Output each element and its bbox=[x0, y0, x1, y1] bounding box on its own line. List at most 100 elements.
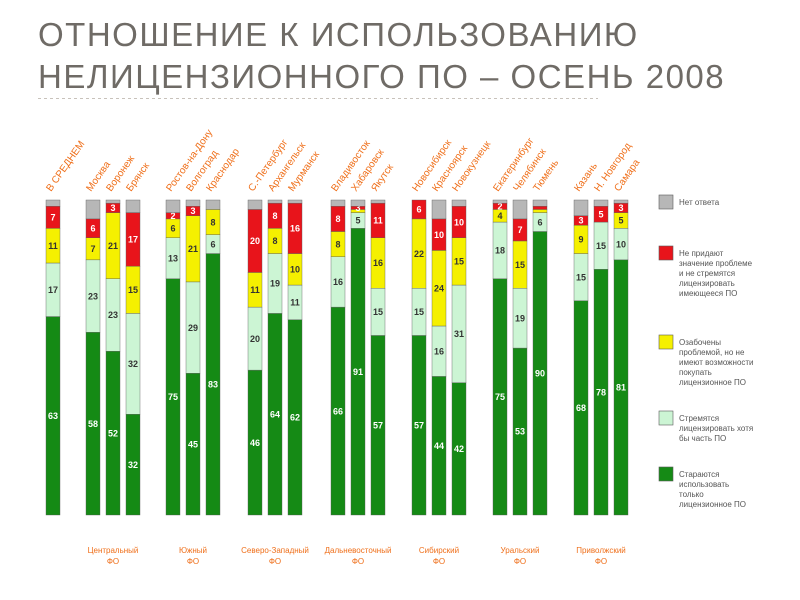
group-label: ФО bbox=[269, 557, 281, 566]
legend-label: Стремятся bbox=[679, 414, 719, 423]
bar-segment bbox=[165, 199, 181, 213]
bar-value-label: 8 bbox=[210, 217, 215, 227]
bar-segment bbox=[532, 206, 548, 210]
bar-value-label: 7 bbox=[50, 213, 55, 223]
bar-value-label: 8 bbox=[272, 211, 277, 221]
bar-segment bbox=[492, 199, 508, 204]
bar-segment bbox=[287, 199, 303, 204]
bar-value-label: 62 bbox=[290, 413, 300, 423]
legend-label: использовать bbox=[679, 480, 729, 489]
bar-segment bbox=[370, 199, 386, 204]
bar-value-label: 11 bbox=[48, 241, 58, 251]
bar-value-label: 68 bbox=[576, 403, 586, 413]
bar-value-label: 44 bbox=[434, 441, 444, 451]
group-label: ФО bbox=[514, 557, 526, 566]
bar-value-label: 58 bbox=[88, 419, 98, 429]
bar-value-label: 46 bbox=[250, 438, 260, 448]
legend-label: Не придают bbox=[679, 249, 724, 258]
bar-segment bbox=[411, 199, 427, 220]
bar-segment bbox=[350, 199, 366, 207]
bar-value-label: 83 bbox=[208, 379, 218, 389]
bar-value-label: 75 bbox=[168, 392, 178, 402]
bar-segment bbox=[593, 199, 609, 207]
bar-value-label: 3 bbox=[578, 216, 583, 226]
bar-value-label: 45 bbox=[188, 439, 198, 449]
bar-value-label: 15 bbox=[128, 285, 138, 295]
group-label: Северо-Западный bbox=[241, 546, 309, 555]
bar-segment bbox=[125, 199, 141, 213]
bar-value-label: 19 bbox=[515, 313, 525, 323]
bar-segment bbox=[512, 199, 528, 220]
legend-label: только bbox=[679, 490, 704, 499]
group-label: Южный bbox=[179, 546, 207, 555]
bar-value-label: 32 bbox=[128, 460, 138, 470]
group-label: Приволжский bbox=[576, 546, 626, 555]
title-line-1: ОТНОШЕНИЕ К ИСПОЛЬЗОВАНИЮ bbox=[38, 16, 639, 53]
legend-label: бы часть ПО bbox=[679, 434, 726, 443]
bar-value-label: 53 bbox=[515, 427, 525, 437]
bar-segment bbox=[205, 199, 221, 210]
group-label: ФО bbox=[433, 557, 445, 566]
bar-value-label: 21 bbox=[188, 244, 198, 254]
bar-value-label: 2 bbox=[170, 211, 175, 221]
legend-label: имеют возможности bbox=[679, 358, 754, 367]
bar-segment bbox=[185, 199, 201, 207]
group-label: ФО bbox=[187, 557, 199, 566]
bar-value-label: 31 bbox=[454, 329, 464, 339]
bar-value-label: 20 bbox=[250, 334, 260, 344]
bar-value-label: 21 bbox=[108, 241, 118, 251]
legend-label: лицензионное ПО bbox=[679, 500, 746, 509]
legend-swatch bbox=[658, 245, 674, 261]
bar-value-label: 16 bbox=[333, 277, 343, 287]
legend-label: покупать bbox=[679, 368, 712, 377]
bar-value-label: 81 bbox=[616, 383, 626, 393]
bar-value-label: 9 bbox=[578, 235, 583, 245]
bar-value-label: 5 bbox=[618, 216, 623, 226]
bar-value-label: 3 bbox=[110, 203, 115, 213]
bar-value-label: 7 bbox=[90, 244, 95, 254]
bar-value-label: 3 bbox=[190, 206, 195, 216]
bar-value-label: 6 bbox=[210, 239, 215, 249]
bar-value-label: 15 bbox=[596, 241, 606, 251]
bar-value-label: 11 bbox=[373, 216, 383, 226]
bar-segment bbox=[45, 199, 61, 207]
bar-segment bbox=[105, 199, 121, 204]
bar-value-label: 3 bbox=[618, 203, 623, 213]
bar-value-label: 20 bbox=[250, 236, 260, 246]
legend-label: значение проблеме bbox=[679, 259, 753, 268]
legend-swatch bbox=[658, 334, 674, 350]
bar-value-label: 10 bbox=[290, 265, 300, 275]
bar-value-label: 15 bbox=[373, 307, 383, 317]
bar-segment bbox=[85, 199, 101, 220]
category-label: В СРЕДНЕМ bbox=[44, 139, 87, 194]
bar-value-label: 10 bbox=[454, 217, 464, 227]
bar-value-label: 91 bbox=[353, 367, 363, 377]
bar-value-label: 6 bbox=[537, 217, 542, 227]
bar-segment bbox=[431, 199, 447, 220]
bar-value-label: 22 bbox=[414, 249, 424, 259]
bar-value-label: 90 bbox=[535, 368, 545, 378]
bar-value-label: 8 bbox=[335, 239, 340, 249]
bar-value-label: 18 bbox=[495, 246, 505, 256]
bar-value-label: 4 bbox=[497, 211, 502, 221]
title-underline bbox=[38, 98, 598, 99]
bar-value-label: 5 bbox=[355, 216, 360, 226]
chart-title: ОТНОШЕНИЕ К ИСПОЛЬЗОВАНИЮ НЕЛИЦЕНЗИОННОГ… bbox=[38, 14, 778, 98]
bar-value-label: 10 bbox=[434, 230, 444, 240]
bar-value-label: 15 bbox=[576, 272, 586, 282]
bar-value-label: 16 bbox=[373, 258, 383, 268]
bar-value-label: 23 bbox=[108, 310, 118, 320]
legend-label: Стараются bbox=[679, 470, 719, 479]
legend-label: лицензировать хотя bbox=[679, 424, 753, 433]
bar-value-label: 64 bbox=[270, 409, 280, 419]
bar-segment bbox=[247, 199, 263, 210]
bar-value-label: 24 bbox=[434, 283, 444, 293]
legend-label: лицензировать bbox=[679, 279, 735, 288]
legend-label: проблемой, но не bbox=[679, 348, 745, 357]
bar-segment bbox=[330, 199, 346, 207]
bar-segment bbox=[532, 199, 548, 207]
bar-value-label: 75 bbox=[495, 392, 505, 402]
bar-segment bbox=[267, 199, 283, 204]
bar-value-label: 15 bbox=[414, 307, 424, 317]
bar-value-label: 15 bbox=[454, 257, 464, 267]
